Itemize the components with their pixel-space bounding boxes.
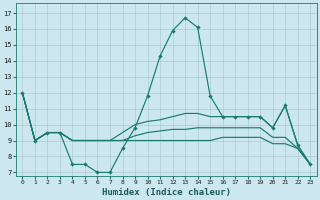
X-axis label: Humidex (Indice chaleur): Humidex (Indice chaleur)	[102, 188, 231, 197]
